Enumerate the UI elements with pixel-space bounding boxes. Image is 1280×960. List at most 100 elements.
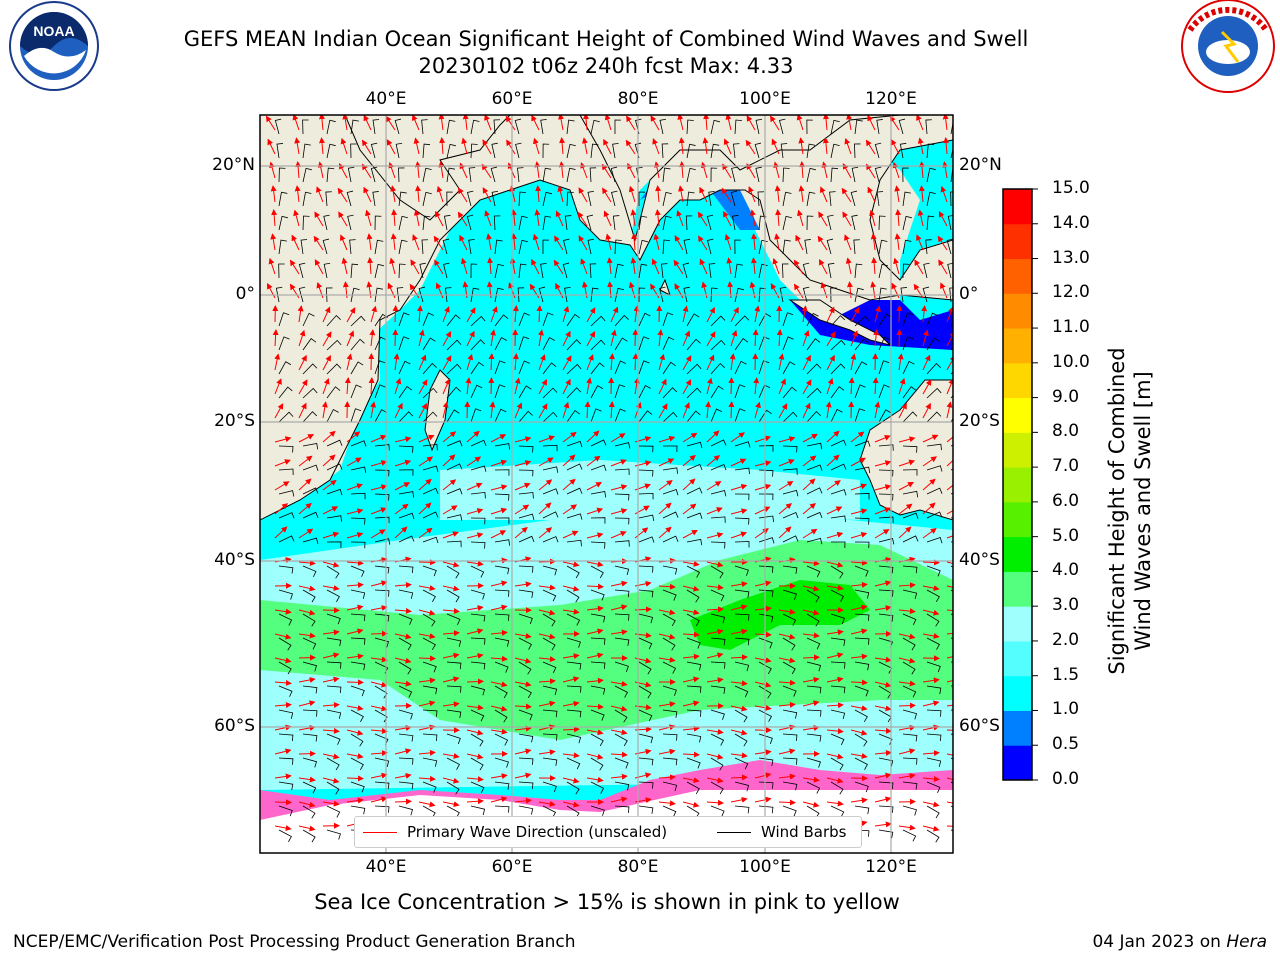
wind-barb <box>590 439 607 447</box>
wave-direction-arrow <box>411 115 420 131</box>
wave-direction-arrow <box>651 258 660 275</box>
wave-direction-arrow <box>867 115 876 131</box>
wind-barb <box>326 661 342 669</box>
wind-barb <box>590 757 604 771</box>
wind-barb <box>683 286 690 303</box>
wind-barb <box>926 337 940 351</box>
wind-barb <box>422 167 432 183</box>
wind-barb <box>470 491 486 499</box>
wave-direction-arrow <box>442 505 458 515</box>
wave-direction-arrow <box>894 233 901 251</box>
wave-direction-arrow <box>514 581 532 588</box>
wind-barb <box>782 535 799 543</box>
wave-direction-arrow <box>394 526 408 539</box>
wind-barb <box>878 829 894 839</box>
wind-barb <box>590 781 605 794</box>
wind-barb <box>326 515 343 522</box>
wave-direction-arrow <box>298 825 316 832</box>
wind-barb <box>374 384 386 399</box>
wind-barb <box>614 408 626 423</box>
wind-barb <box>590 362 605 375</box>
wave-direction-arrow <box>730 752 748 759</box>
wave-direction-arrow <box>725 115 732 131</box>
colorbar-segment <box>1003 710 1032 746</box>
wave-direction-arrow <box>562 378 571 395</box>
wave-direction-arrow <box>610 484 628 491</box>
wind-barb <box>566 589 580 603</box>
wave-direction-arrow <box>274 481 290 491</box>
wind-barb <box>398 709 413 720</box>
wind-barb <box>686 487 703 495</box>
wind-barb <box>830 613 845 625</box>
wave-direction-arrow <box>418 609 436 616</box>
wave-direction-arrow <box>270 233 277 251</box>
wind-barb <box>542 613 556 627</box>
wave-direction-arrow <box>370 681 388 688</box>
wind-barb <box>778 118 786 135</box>
wave-direction-arrow <box>793 283 804 299</box>
wave-direction-arrow <box>322 454 336 467</box>
wave-direction-arrow <box>466 353 474 371</box>
wave-direction-arrow <box>370 529 386 539</box>
wave-direction-arrow <box>826 430 840 443</box>
wave-direction-arrow <box>682 379 692 395</box>
wave-direction-arrow <box>922 434 939 443</box>
colorbar-segment <box>1003 189 1032 225</box>
wave-direction-arrow <box>895 209 902 227</box>
wave-direction-arrow <box>874 305 881 323</box>
wind-barb <box>302 411 318 423</box>
wind-barb <box>278 661 292 675</box>
wind-barb <box>710 167 718 183</box>
wave-direction-arrow <box>442 454 456 467</box>
wind-barb <box>874 166 882 183</box>
wind-barb <box>902 512 919 519</box>
wind-barb <box>302 685 318 694</box>
wave-direction-arrow <box>802 478 816 491</box>
wave-direction-arrow <box>802 560 820 567</box>
wind-barb <box>374 565 390 574</box>
wave-direction-arrow <box>514 402 523 419</box>
wind-barb <box>708 263 716 279</box>
wave-direction-arrow <box>802 585 820 592</box>
wave-direction-arrow <box>562 700 580 707</box>
wave-direction-arrow <box>413 137 420 155</box>
wind-barb <box>734 637 750 646</box>
wind-barb <box>682 262 690 279</box>
wave-direction-arrow <box>291 234 300 251</box>
wave-direction-arrow <box>514 657 532 664</box>
wind-barb <box>730 190 738 207</box>
wind-barb <box>422 143 431 159</box>
wind-barb <box>898 118 906 135</box>
wind-barb <box>734 239 741 255</box>
wave-direction-arrow <box>658 633 676 640</box>
wind-barb <box>902 312 914 327</box>
wind-barb <box>806 537 823 545</box>
wave-direction-arrow <box>850 705 868 712</box>
wind-barb <box>518 445 534 453</box>
wind-barb <box>734 360 747 375</box>
wind-barb <box>298 286 306 303</box>
wind-barb <box>491 142 498 159</box>
wave-direction-arrow <box>466 628 484 635</box>
wave-direction-arrow <box>418 502 432 515</box>
wave-direction-arrow <box>418 677 436 684</box>
wave-direction-arrow <box>826 506 843 515</box>
wave-direction-arrow <box>586 455 601 467</box>
wave-direction-arrow <box>538 435 555 443</box>
wave-direction-arrow <box>850 679 868 686</box>
wind-barb <box>422 387 438 399</box>
wind-barb <box>350 492 366 500</box>
wave-direction-arrow <box>610 306 619 323</box>
wave-direction-arrow <box>898 459 916 467</box>
wind-barb <box>686 167 696 183</box>
wind-barb <box>686 313 700 327</box>
wave-direction-arrow <box>484 210 492 227</box>
wave-direction-arrow <box>706 799 724 806</box>
wave-direction-arrow <box>706 306 715 323</box>
wave-direction-arrow <box>625 139 636 155</box>
wave-direction-arrow <box>634 505 650 515</box>
wind-barb <box>566 487 583 495</box>
wind-barb <box>830 733 845 746</box>
wind-barb <box>854 143 861 159</box>
wind-barb <box>518 360 530 375</box>
